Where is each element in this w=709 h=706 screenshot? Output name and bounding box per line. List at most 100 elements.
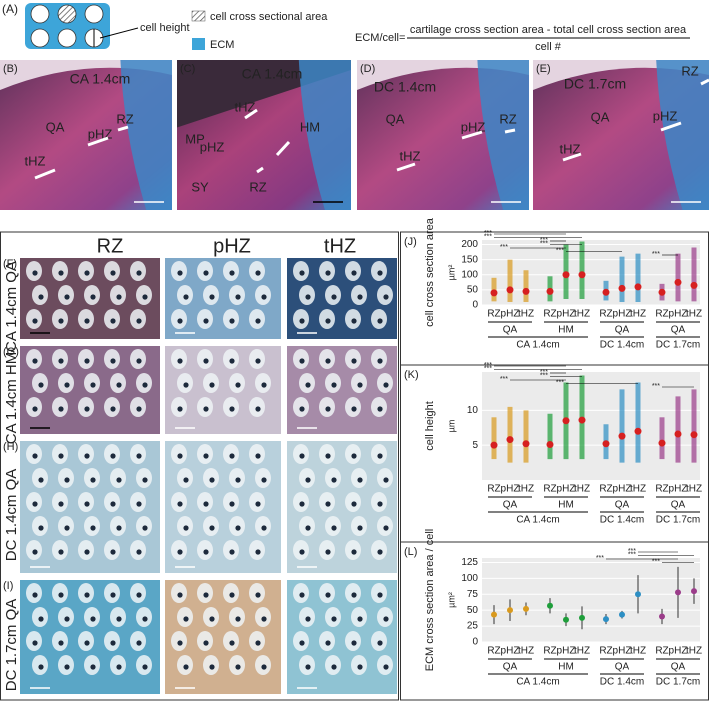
nucleus <box>142 294 148 300</box>
nucleus <box>58 549 64 555</box>
nucleus <box>142 525 148 531</box>
x-tick-label: pHZ <box>501 646 520 657</box>
nucleus <box>90 477 96 483</box>
nucleus <box>377 318 383 324</box>
nucleus <box>32 640 38 646</box>
y-tick-label: 150 <box>461 254 478 265</box>
group-label: HM <box>558 500 574 511</box>
zone-marker <box>504 128 516 134</box>
mean <box>618 284 626 292</box>
nucleus <box>58 270 64 276</box>
mean <box>546 440 554 448</box>
significance-label: *** <box>540 240 548 247</box>
legend-text: cell cross sectional area <box>210 11 328 23</box>
nucleus <box>255 358 261 364</box>
nucleus <box>299 358 305 364</box>
nucleus <box>209 382 215 388</box>
plot-area <box>482 558 700 642</box>
nucleus <box>377 592 383 598</box>
nucleus <box>58 406 64 412</box>
nucleus <box>383 525 389 531</box>
nucleus <box>377 453 383 459</box>
nucleus <box>261 477 267 483</box>
column-header: RZ <box>97 235 124 257</box>
zone-marker <box>256 166 264 174</box>
nucleus <box>331 477 337 483</box>
nucleus <box>357 616 363 622</box>
nucleus <box>203 592 209 598</box>
stage-label: DC 1.4cm <box>600 515 644 526</box>
significance-label: *** <box>484 230 492 237</box>
mean <box>507 607 513 614</box>
nucleus <box>142 477 148 483</box>
nucleus <box>84 453 90 459</box>
y-tick-label: 10 <box>467 405 479 416</box>
region-label: SY <box>191 179 209 194</box>
nucleus <box>142 616 148 622</box>
nucleus <box>351 453 357 459</box>
x-tick-label: RZ <box>487 309 500 320</box>
significance-label: *** <box>628 548 636 555</box>
legend-swatch <box>191 10 206 22</box>
nucleus <box>299 640 305 646</box>
nucleus <box>377 549 383 555</box>
nucleus <box>255 406 261 412</box>
nucleus <box>209 525 215 531</box>
nucleus <box>32 501 38 507</box>
x-tick-label: pHZ <box>501 309 520 320</box>
y-tick-label: 125 <box>461 557 478 568</box>
stage-label: CA 1.4cm <box>516 340 559 351</box>
x-tick-label: tHZ <box>686 309 702 320</box>
region-label: tHZ <box>235 99 256 114</box>
nucleus <box>64 477 70 483</box>
significance-label: *** <box>540 369 548 376</box>
region-label: QA <box>386 111 405 126</box>
nucleus <box>84 549 90 555</box>
panel-label: (G) <box>3 346 19 358</box>
nucleus <box>351 358 357 364</box>
mean <box>547 602 553 609</box>
row-label: CA 1.4cm HM <box>3 352 20 445</box>
nucleus <box>383 664 389 670</box>
nucleus <box>116 382 122 388</box>
nucleus <box>64 294 70 300</box>
mean <box>602 440 610 448</box>
nucleus <box>84 358 90 364</box>
legend-text: ECM <box>210 39 234 51</box>
nucleus <box>261 382 267 388</box>
nucleus <box>261 525 267 531</box>
region-label: QA <box>46 119 65 134</box>
nucleus <box>383 382 389 388</box>
nucleus <box>305 616 311 622</box>
group-label: QA <box>671 500 686 511</box>
nucleus <box>136 592 142 598</box>
nucleus <box>58 358 64 364</box>
x-tick-label: pHZ <box>557 309 576 320</box>
region-label: CA 1.4cm <box>70 71 131 87</box>
nucleus <box>38 616 44 622</box>
x-tick-label: tHZ <box>574 309 590 320</box>
nucleus <box>229 549 235 555</box>
nucleus <box>116 294 122 300</box>
nucleus <box>110 406 116 412</box>
nucleus <box>177 592 183 598</box>
nucleus <box>357 382 363 388</box>
nucleus <box>203 453 209 459</box>
significance-label: *** <box>652 251 660 258</box>
y-axis-label: cell cross section area <box>424 217 436 327</box>
mean <box>563 616 569 623</box>
nucleus <box>357 294 363 300</box>
x-tick-label: RZ <box>487 646 500 657</box>
x-tick-label: tHZ <box>630 646 646 657</box>
nucleus <box>357 525 363 531</box>
nucleus <box>64 664 70 670</box>
stage-label: DC 1.4cm <box>600 340 644 351</box>
nucleus <box>136 453 142 459</box>
group-label: QA <box>615 325 630 336</box>
nucleus <box>377 501 383 507</box>
nucleus <box>84 406 90 412</box>
nucleus <box>325 358 331 364</box>
mean <box>523 605 529 612</box>
x-tick-label: pHZ <box>557 484 576 495</box>
